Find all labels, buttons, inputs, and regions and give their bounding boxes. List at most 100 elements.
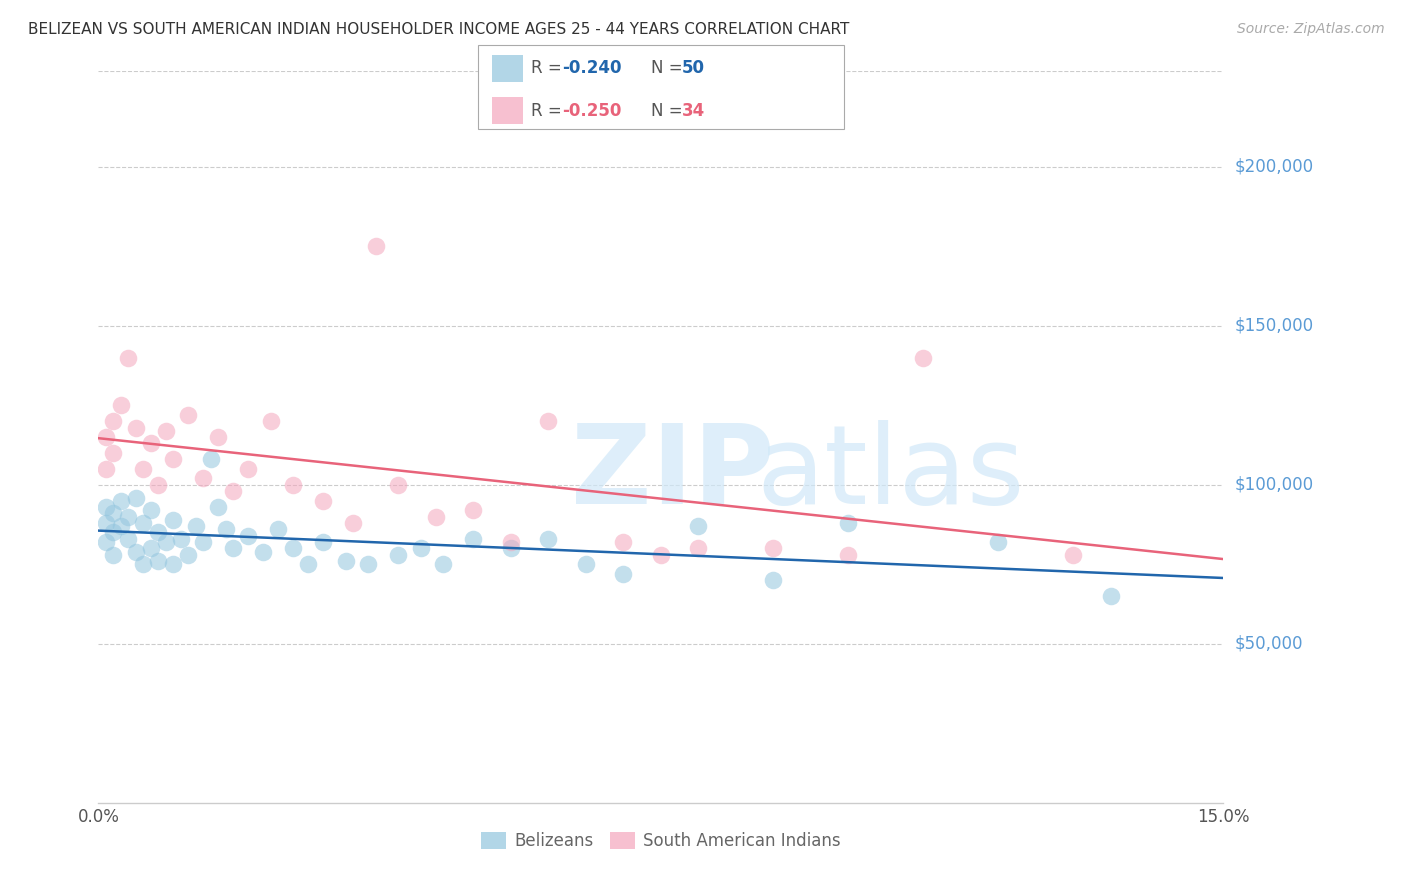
Point [499, 541, 522, 556]
Point [132, 462, 155, 476]
Text: R =: R = [531, 102, 568, 120]
Point [94, 516, 117, 530]
Point [252, 544, 274, 558]
Point [125, 420, 148, 434]
Point [110, 519, 132, 533]
Point [912, 351, 935, 365]
Point [537, 532, 560, 546]
Point [139, 436, 162, 450]
Point [575, 558, 598, 572]
Point [342, 516, 364, 530]
Point [267, 522, 290, 536]
Point [170, 532, 193, 546]
Text: $50,000: $50,000 [1234, 635, 1303, 653]
Point [207, 430, 229, 444]
Text: -0.240: -0.240 [562, 60, 621, 78]
Point [193, 535, 215, 549]
Point [1099, 589, 1122, 603]
Point [463, 503, 485, 517]
Point [312, 535, 335, 549]
Text: N =: N = [651, 102, 688, 120]
Point [94, 500, 117, 514]
Point [987, 535, 1010, 549]
Point [612, 535, 634, 549]
Point [432, 558, 454, 572]
Point [499, 535, 522, 549]
Point [193, 471, 215, 485]
Text: 50: 50 [682, 60, 704, 78]
Point [162, 558, 184, 572]
Point [425, 509, 447, 524]
Point [117, 532, 139, 546]
Point [688, 541, 710, 556]
Point [312, 493, 335, 508]
Text: N =: N = [651, 60, 688, 78]
Point [148, 477, 170, 491]
Point [148, 525, 170, 540]
Text: atlas: atlas [756, 420, 1025, 527]
Point [132, 516, 155, 530]
Text: R =: R = [531, 60, 568, 78]
Point [162, 452, 184, 467]
Text: $100,000: $100,000 [1234, 475, 1313, 494]
Point [688, 519, 710, 533]
Point [357, 558, 380, 572]
Point [103, 446, 125, 460]
Point [283, 541, 305, 556]
Text: $200,000: $200,000 [1234, 158, 1313, 176]
Point [94, 430, 117, 444]
Point [177, 548, 200, 562]
Point [222, 541, 245, 556]
Point [155, 424, 177, 438]
Point [335, 554, 357, 568]
Point [387, 477, 409, 491]
Point [162, 513, 184, 527]
Text: ZIP: ZIP [571, 420, 775, 527]
Text: -0.250: -0.250 [562, 102, 621, 120]
Point [238, 462, 260, 476]
Point [537, 414, 560, 428]
Point [283, 477, 305, 491]
Point [103, 548, 125, 562]
Point [103, 525, 125, 540]
Point [94, 535, 117, 549]
Point [463, 532, 485, 546]
Text: $150,000: $150,000 [1234, 317, 1313, 334]
Point [297, 558, 319, 572]
Point [650, 548, 672, 562]
Point [200, 452, 222, 467]
Point [125, 491, 148, 505]
Point [139, 541, 162, 556]
Point [103, 414, 125, 428]
Point [222, 484, 245, 499]
Point [238, 529, 260, 543]
Point [125, 544, 148, 558]
Point [103, 507, 125, 521]
Point [387, 548, 409, 562]
Point [184, 519, 207, 533]
Point [148, 554, 170, 568]
Point [155, 535, 177, 549]
Point [762, 573, 785, 587]
Point [139, 503, 162, 517]
Point [837, 516, 859, 530]
Point [215, 522, 238, 536]
Text: BELIZEAN VS SOUTH AMERICAN INDIAN HOUSEHOLDER INCOME AGES 25 - 44 YEARS CORRELAT: BELIZEAN VS SOUTH AMERICAN INDIAN HOUSEH… [28, 22, 849, 37]
Point [762, 541, 785, 556]
Point [117, 509, 139, 524]
Point [177, 408, 200, 422]
Text: Source: ZipAtlas.com: Source: ZipAtlas.com [1237, 22, 1385, 37]
Point [260, 414, 283, 428]
Point [207, 500, 229, 514]
Legend: Belizeans, South American Indians: Belizeans, South American Indians [474, 825, 848, 856]
Point [409, 541, 432, 556]
Point [837, 548, 859, 562]
Text: 34: 34 [682, 102, 706, 120]
Point [110, 493, 132, 508]
Point [117, 351, 139, 365]
Point [132, 558, 155, 572]
Point [94, 462, 117, 476]
Point [612, 566, 634, 581]
Point [110, 398, 132, 412]
Point [1062, 548, 1084, 562]
